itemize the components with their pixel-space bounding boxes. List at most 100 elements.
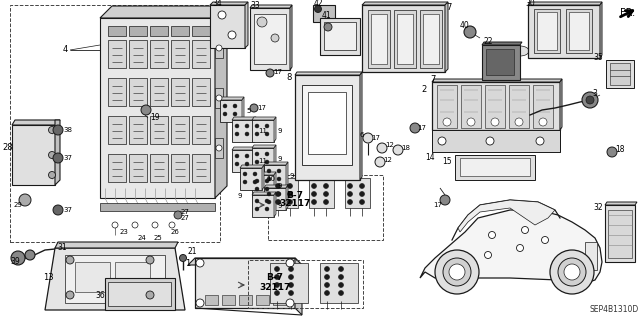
Polygon shape (250, 8, 290, 70)
Polygon shape (55, 120, 60, 185)
Polygon shape (605, 205, 635, 262)
Circle shape (360, 199, 365, 204)
Text: 27: 27 (180, 209, 189, 215)
Bar (394, 10, 416, 68)
Text: 11: 11 (258, 128, 267, 134)
Bar (65, 255, 165, 303)
Polygon shape (420, 210, 602, 285)
Text: 41: 41 (321, 11, 331, 19)
Text: 9: 9 (278, 203, 282, 209)
Circle shape (265, 132, 269, 136)
Bar (302, 85, 352, 165)
Circle shape (49, 172, 56, 179)
Circle shape (541, 236, 548, 243)
Text: 9: 9 (237, 193, 243, 199)
Text: 12: 12 (383, 157, 392, 163)
Circle shape (53, 125, 63, 135)
Polygon shape (313, 5, 335, 22)
Circle shape (440, 195, 450, 205)
Bar (115, 262, 150, 292)
Text: 9: 9 (290, 173, 294, 179)
Circle shape (275, 275, 280, 279)
Polygon shape (195, 308, 302, 315)
Circle shape (25, 250, 35, 260)
Text: 6: 6 (360, 132, 364, 138)
Circle shape (235, 154, 239, 158)
Polygon shape (274, 192, 276, 217)
Polygon shape (509, 85, 529, 128)
Polygon shape (254, 117, 256, 142)
Circle shape (339, 283, 344, 287)
Text: B-7: B-7 (287, 190, 303, 199)
Text: 36: 36 (95, 291, 105, 300)
Circle shape (348, 183, 353, 189)
Polygon shape (232, 147, 256, 150)
Circle shape (586, 96, 594, 104)
Circle shape (233, 112, 237, 116)
Circle shape (289, 266, 294, 271)
Circle shape (257, 17, 267, 27)
Circle shape (174, 211, 182, 219)
Circle shape (267, 200, 271, 204)
Circle shape (265, 207, 269, 211)
Polygon shape (528, 5, 600, 58)
Bar (215, 88, 223, 108)
Circle shape (275, 266, 280, 271)
Circle shape (265, 160, 269, 164)
Bar (108, 116, 126, 144)
Polygon shape (560, 79, 562, 130)
Ellipse shape (511, 46, 529, 56)
Circle shape (275, 199, 280, 204)
Circle shape (265, 187, 269, 191)
Text: 9: 9 (278, 183, 282, 189)
Polygon shape (215, 6, 227, 198)
Bar (460, 158, 530, 176)
Text: 5: 5 (246, 108, 250, 114)
Circle shape (289, 275, 294, 279)
Polygon shape (264, 185, 288, 188)
Polygon shape (100, 6, 227, 18)
Text: 19: 19 (150, 114, 160, 122)
Circle shape (339, 291, 344, 295)
Bar (537, 12, 557, 50)
Polygon shape (252, 148, 274, 170)
Polygon shape (270, 263, 308, 303)
Text: 40: 40 (459, 21, 469, 31)
Bar (205, 295, 218, 305)
Circle shape (314, 5, 321, 12)
Circle shape (53, 153, 63, 163)
Circle shape (277, 177, 281, 181)
Bar (108, 154, 126, 182)
Bar (100, 203, 215, 211)
Text: 17: 17 (273, 69, 282, 75)
Circle shape (516, 244, 524, 251)
Circle shape (216, 145, 222, 151)
Bar (192, 116, 210, 144)
Circle shape (196, 299, 204, 307)
Circle shape (323, 199, 328, 204)
Bar (129, 116, 147, 144)
Circle shape (216, 45, 222, 51)
Polygon shape (286, 162, 288, 187)
Circle shape (66, 256, 74, 264)
Polygon shape (295, 258, 302, 315)
Text: FR.: FR. (620, 8, 636, 18)
Polygon shape (362, 2, 448, 5)
Circle shape (216, 95, 222, 101)
Text: 9: 9 (278, 156, 282, 162)
Text: 13: 13 (43, 273, 53, 283)
Circle shape (235, 162, 239, 166)
Bar (108, 26, 126, 36)
Circle shape (277, 169, 281, 173)
Circle shape (289, 291, 294, 295)
Text: 12: 12 (385, 142, 394, 148)
Text: 28: 28 (3, 144, 13, 152)
Circle shape (146, 291, 154, 299)
Polygon shape (188, 258, 302, 265)
Circle shape (255, 199, 259, 203)
Circle shape (265, 199, 269, 203)
Circle shape (536, 137, 544, 145)
Polygon shape (445, 2, 448, 72)
Text: 37: 37 (63, 207, 72, 213)
Polygon shape (320, 18, 360, 55)
